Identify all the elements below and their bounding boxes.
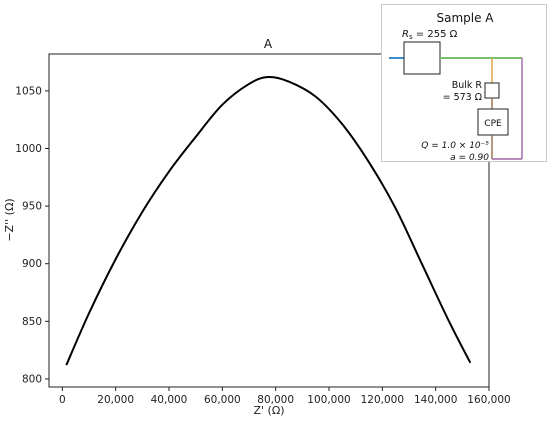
rs-resistor — [403, 41, 441, 75]
cpe-a-label: a = 0.90 — [450, 153, 489, 163]
cpe-label: CPE — [484, 119, 502, 129]
x-tick-label: 60,000 — [204, 394, 241, 406]
equivalent-circuit-diagram: Sample A Rs = 255 Ω Bulk R = 573 Ω CPE Q… — [389, 11, 523, 163]
x-tick-label: 0 — [59, 394, 66, 406]
y-tick-label: 950 — [22, 201, 42, 213]
bulk-r-value: = 573 Ω — [443, 92, 482, 103]
x-tick-label: 40,000 — [151, 394, 188, 406]
chart-title: A — [264, 37, 273, 51]
y-axis-ticks: 800 850 900 950 1000 1050 — [15, 85, 49, 385]
rs-label: Rs = 255 Ω — [402, 29, 458, 41]
x-tick-label: 160,000 — [467, 394, 510, 406]
y-tick-label: 800 — [22, 373, 42, 385]
x-tick-label: 140,000 — [414, 394, 457, 406]
y-tick-label: 1000 — [15, 143, 42, 155]
inset-title: Sample A — [436, 11, 494, 25]
circuit-inset: Sample A Rs = 255 Ω Bulk R = 573 Ω CPE Q… — [381, 4, 547, 163]
y-tick-label: 1050 — [15, 85, 42, 97]
series-layer — [65, 75, 472, 366]
series-line — [65, 75, 472, 366]
x-axis-ticks: 0 20,000 40,000 60,000 80,000 100,000 120,000 1… — [59, 387, 511, 406]
cpe-q-label: Q = 1.0 × 10⁻⁵ — [421, 141, 489, 151]
x-tick-label: 120,000 — [361, 394, 404, 406]
y-tick-label: 850 — [22, 316, 42, 328]
bulk-resistor — [484, 82, 500, 99]
x-tick-label: 80,000 — [257, 394, 294, 406]
y-tick-label: 900 — [22, 258, 42, 270]
cpe-element — [477, 108, 509, 136]
plot-frame — [48, 53, 490, 388]
y-axis-label: −Z'' (Ω) — [3, 198, 16, 241]
bulk-r-label: Bulk R — [452, 80, 483, 91]
x-tick-label: 100,000 — [307, 394, 350, 406]
x-tick-label: 20,000 — [97, 394, 134, 406]
x-axis-label: Z' (Ω) — [253, 404, 284, 417]
